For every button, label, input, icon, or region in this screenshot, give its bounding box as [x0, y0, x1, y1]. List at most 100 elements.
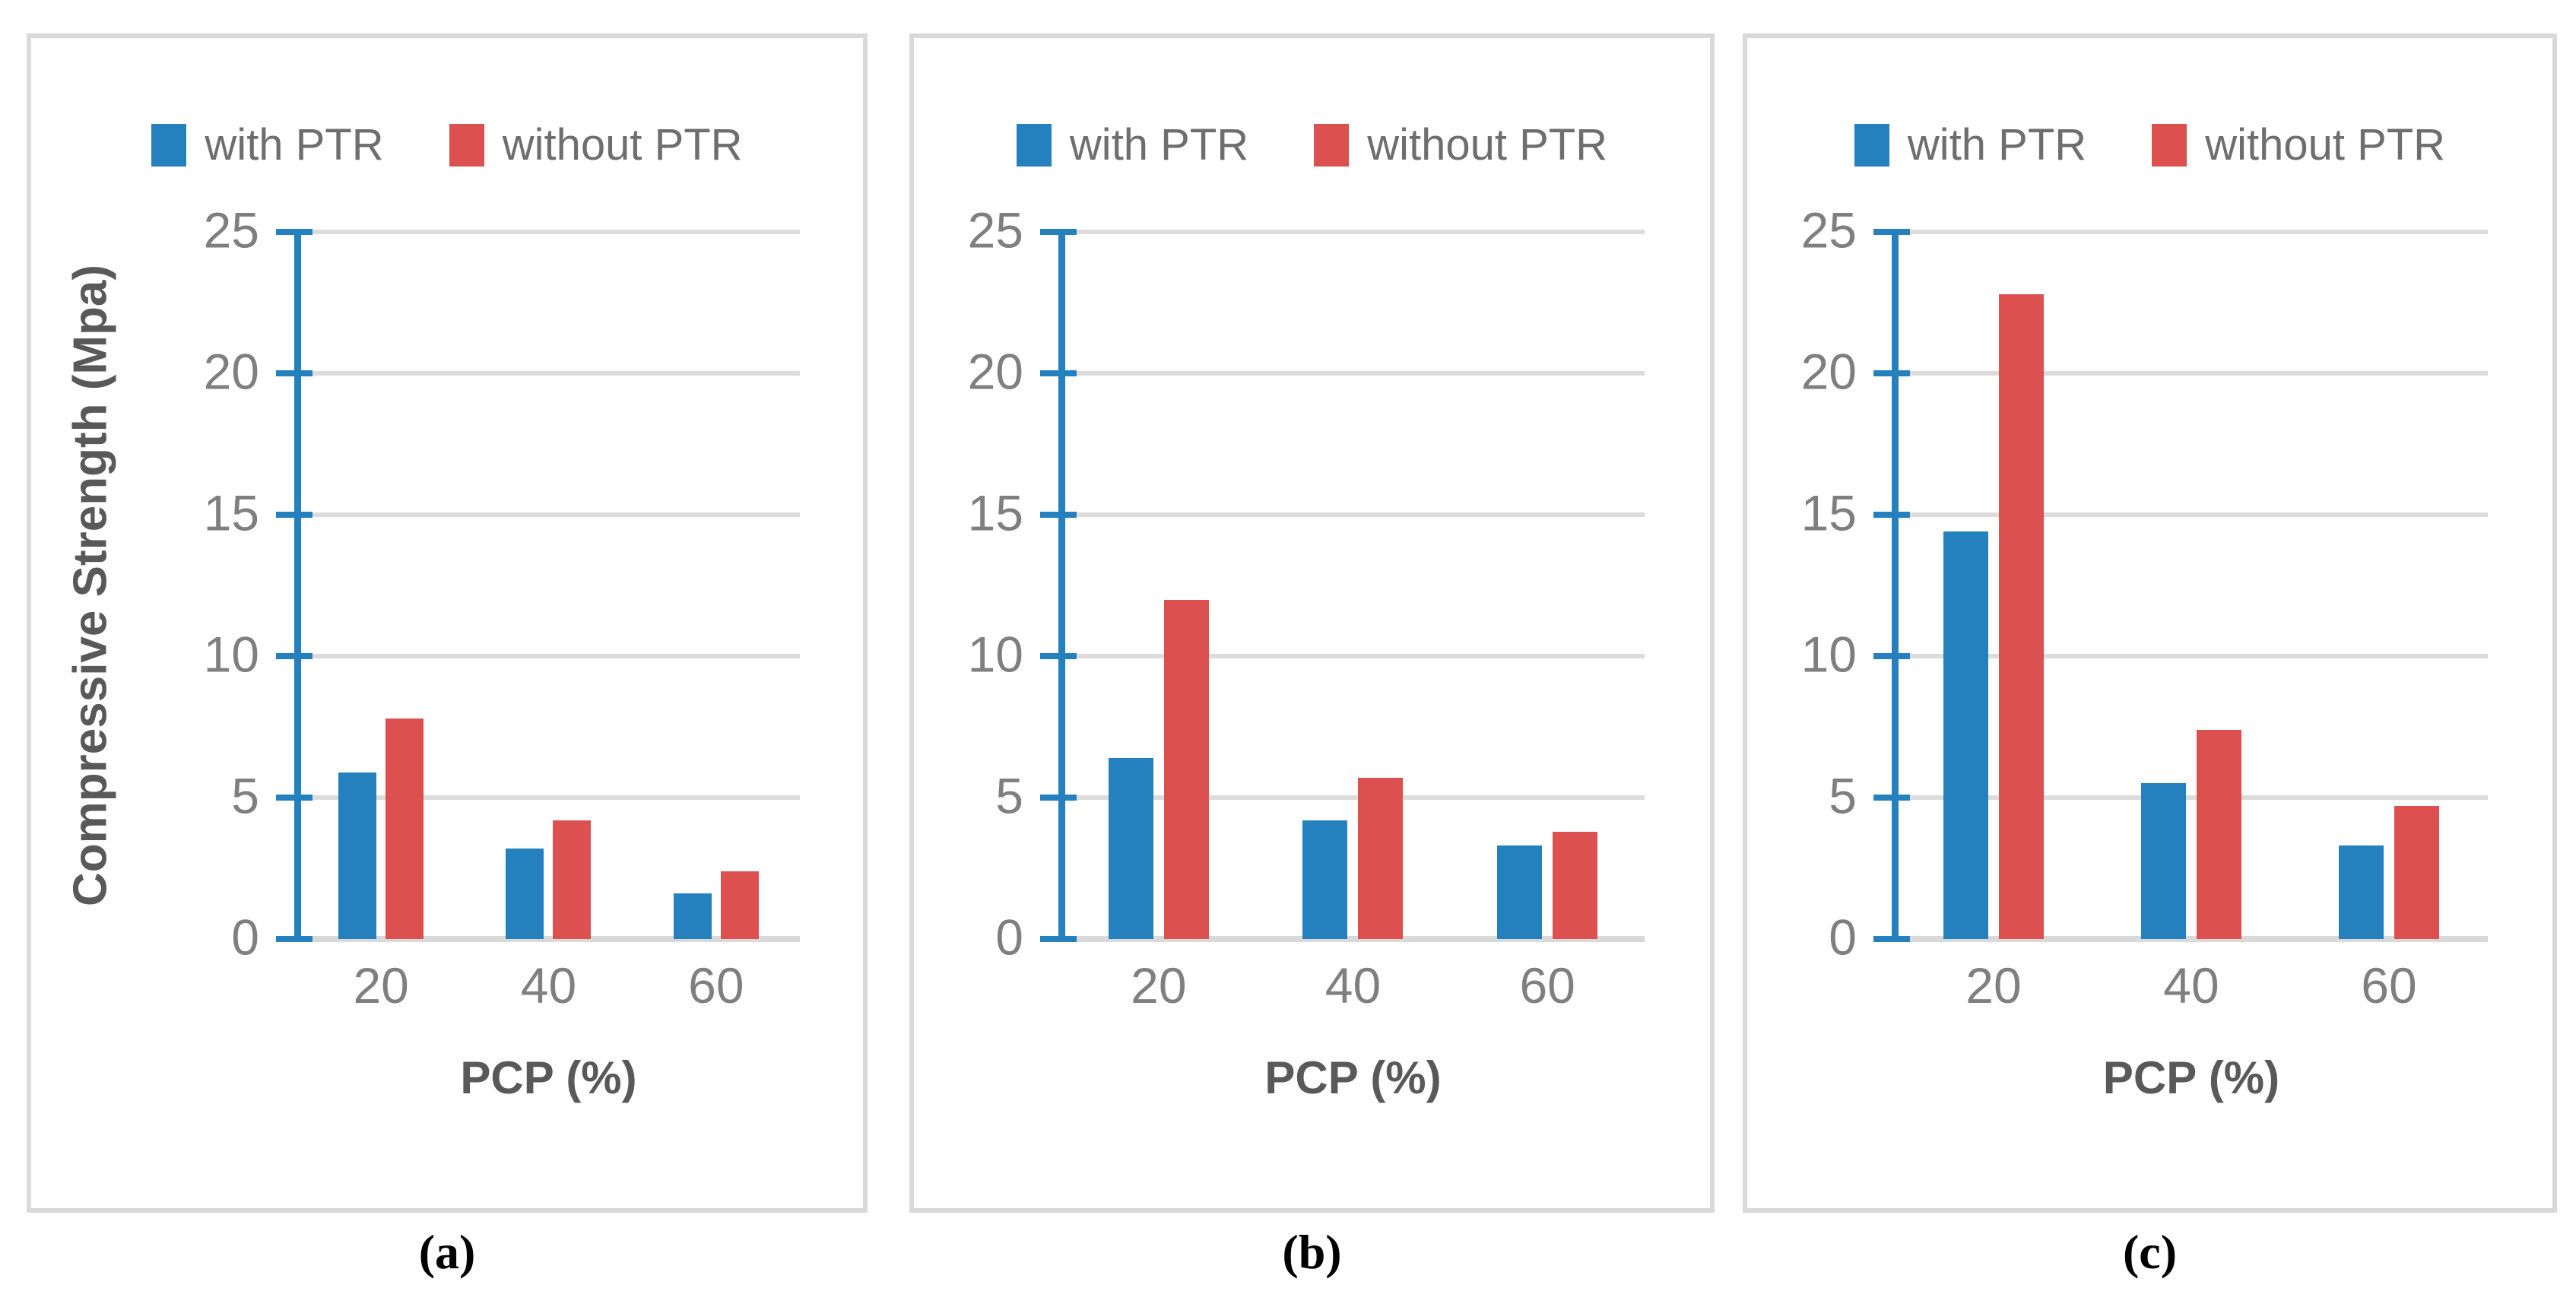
bar-with-ptr: [673, 893, 712, 939]
gridline: [1895, 371, 2488, 376]
gridline: [297, 230, 800, 234]
chart-panel-b: with PTR without PTR PCP (%) 0 5 10 15 20 25 20…: [909, 33, 1715, 1213]
x-axis-title: PCP (%): [460, 1052, 637, 1103]
y-tick-label: 25: [203, 201, 259, 259]
y-axis-tick: [276, 370, 312, 376]
y-axis-tick: [1873, 653, 1910, 659]
x-axis-line: [1061, 936, 1645, 942]
y-axis-tick: [276, 795, 312, 801]
x-tick-label: 20: [1131, 957, 1187, 1014]
y-tick-label: 20: [1800, 343, 1857, 400]
y-tick-label: 25: [1800, 201, 1857, 259]
legend-label: with PTR: [1907, 120, 2087, 170]
y-tick-label: 15: [203, 484, 259, 541]
gridline: [1061, 371, 1645, 376]
gridline: [1061, 230, 1645, 234]
y-axis-tick: [1040, 370, 1077, 376]
bar-group-20: [1895, 232, 2092, 939]
y-axis-tick: [1873, 512, 1910, 518]
legend-label: with PTR: [1069, 120, 1249, 170]
x-tick-label: 20: [353, 957, 409, 1014]
y-axis-tick: [1873, 795, 1910, 801]
x-axis-title: PCP (%): [1264, 1052, 1442, 1103]
x-tick-label: 20: [1965, 957, 2022, 1014]
gridline: [1895, 795, 2488, 800]
bar-group-20: [1061, 232, 1256, 939]
y-axis-tick: [1040, 936, 1077, 942]
y-axis-line: [1058, 229, 1065, 942]
panel-caption-c: (c): [2122, 1225, 2178, 1279]
bar-with-ptr: [338, 772, 377, 939]
legend-label: with PTR: [205, 120, 384, 170]
bar-without-ptr: [1163, 599, 1209, 939]
gridline: [297, 654, 800, 658]
bar-without-ptr: [553, 820, 592, 939]
y-axis-tick: [1873, 229, 1910, 235]
gridline: [297, 512, 800, 517]
plot-area: Compressive Strength (Mpa) PCP (%) 0 5 10 1…: [65, 205, 800, 1103]
bar-group-20: [297, 232, 465, 939]
legend-entry: with PTR: [1016, 120, 1249, 170]
x-axis-line: [297, 936, 800, 942]
legend: with PTR without PTR: [1747, 123, 2552, 167]
x-axis-title: PCP (%): [2102, 1052, 2280, 1103]
legend-entry: without PTR: [449, 123, 743, 167]
panel-caption-b: (b): [1282, 1225, 1342, 1279]
y-tick-label: 20: [967, 343, 1023, 400]
legend-swatch-icon: [1314, 124, 1350, 167]
x-tick-label: 60: [688, 957, 744, 1014]
bar-without-ptr: [385, 718, 424, 939]
y-tick-label: 5: [1829, 767, 1857, 824]
y-axis-tick: [1040, 653, 1077, 659]
legend-label: without PTR: [502, 120, 743, 170]
x-tick-label: 40: [1324, 957, 1382, 1014]
y-axis-tick: [1040, 512, 1077, 518]
bar-group-60: [633, 232, 800, 939]
bar-with-ptr: [1497, 845, 1543, 939]
y-axis-tick: [1873, 370, 1910, 376]
y-axis-tick: [276, 512, 312, 518]
gridline: [297, 795, 800, 800]
bar-with-ptr: [1943, 531, 1988, 939]
y-tick-label: 10: [967, 626, 1023, 683]
y-axis-tick: [276, 229, 312, 235]
plot-area: PCP (%) 0 5 10 15 20 25 20 40 60: [1801, 205, 2488, 1103]
legend-entry: without PTR: [2152, 123, 2445, 167]
bar-without-ptr: [720, 871, 759, 939]
x-tick-label: 60: [2361, 957, 2417, 1014]
y-tick-label: 25: [967, 201, 1023, 259]
y-axis-tick: [1040, 229, 1077, 235]
legend-swatch-icon: [1854, 124, 1889, 167]
bar-with-ptr: [2140, 783, 2186, 939]
gridline: [1061, 512, 1645, 517]
legend-swatch-icon: [151, 124, 187, 167]
gridline: [1061, 795, 1645, 800]
bar-group-60: [1450, 232, 1645, 939]
bar-without-ptr: [2196, 729, 2241, 939]
y-tick-label: 20: [203, 343, 259, 400]
bar-group-40: [465, 232, 632, 939]
bar-group-40: [2092, 232, 2290, 939]
y-tick-label: 15: [1800, 484, 1857, 541]
legend-entry: with PTR: [1854, 123, 2086, 167]
bar-with-ptr: [506, 848, 544, 939]
legend-swatch-icon: [2152, 124, 2187, 167]
bar-group-60: [2290, 232, 2488, 939]
y-tick-label: 15: [967, 484, 1023, 541]
chart-panel-a: with PTR without PTR Compressive Strength…: [27, 33, 868, 1213]
legend-entry: without PTR: [1314, 123, 1607, 167]
y-axis-line: [1892, 229, 1899, 942]
panel-caption-a: (a): [418, 1225, 476, 1279]
legend-swatch-icon: [449, 124, 484, 167]
bar-without-ptr: [1553, 831, 1598, 939]
y-axis-tick: [276, 936, 312, 942]
gridline: [1895, 654, 2488, 658]
x-tick-label: 40: [2163, 957, 2219, 1014]
gridline: [297, 371, 800, 376]
x-tick-label: 40: [520, 957, 577, 1014]
bar-group-40: [1256, 232, 1451, 939]
bar-without-ptr: [1358, 777, 1404, 939]
gridline: [1895, 230, 2488, 234]
bar-with-ptr: [2338, 845, 2384, 939]
y-tick-label: 0: [231, 909, 259, 966]
